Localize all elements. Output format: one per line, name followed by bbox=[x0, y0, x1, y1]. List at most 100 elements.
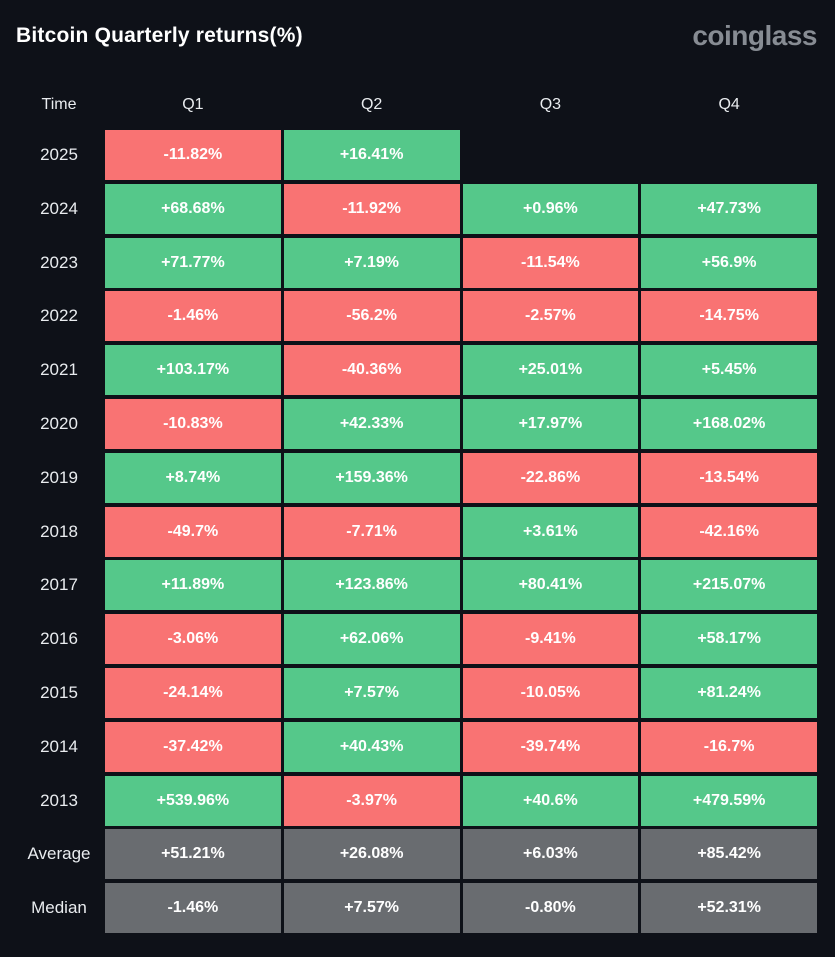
q4-cell: +168.02% bbox=[641, 398, 817, 449]
q2-cell: +123.86% bbox=[283, 560, 460, 611]
row-label: 2019 bbox=[40, 467, 78, 487]
row-label: 2018 bbox=[40, 521, 78, 541]
q1-cell: -11.82% bbox=[105, 130, 281, 180]
q1-cell: +8.74% bbox=[105, 452, 281, 503]
q2-cell: +42.33% bbox=[283, 398, 460, 449]
q4-cell: -42.16% bbox=[641, 506, 817, 557]
row-label: 2016 bbox=[40, 629, 78, 649]
q4-cell bbox=[641, 130, 817, 180]
q2-cell: +7.57% bbox=[283, 667, 460, 718]
table-row: 2020 -10.83% +42.33% +17.97% +168.02% bbox=[16, 398, 817, 449]
row-label: 2023 bbox=[40, 252, 78, 272]
q2-cell: -40.36% bbox=[283, 345, 460, 396]
q1-cell: -37.42% bbox=[105, 721, 281, 772]
q4-cell: -16.7% bbox=[641, 721, 817, 772]
q1-cell: +68.68% bbox=[105, 183, 281, 234]
table-body: 2025 -11.82% +16.41% 2024 +68.68% -11.92… bbox=[16, 130, 817, 934]
row-label: 2020 bbox=[40, 413, 78, 433]
column-header-q1: Q1 bbox=[182, 96, 204, 113]
q2-cell: -56.2% bbox=[283, 291, 460, 342]
q3-cell: -0.80% bbox=[462, 883, 639, 934]
q2-cell: -7.71% bbox=[283, 506, 460, 557]
q4-cell: +58.17% bbox=[641, 614, 817, 665]
q2-cell: +7.19% bbox=[283, 237, 460, 288]
table-row: 2016 -3.06% +62.06% -9.41% +58.17% bbox=[16, 614, 817, 665]
table-row: Median -1.46% +7.57% -0.80% +52.31% bbox=[16, 883, 817, 934]
q3-cell: -10.05% bbox=[462, 667, 639, 718]
table-row: Average +51.21% +26.08% +6.03% +85.42% bbox=[16, 829, 817, 880]
q4-cell: -14.75% bbox=[641, 291, 817, 342]
q1-cell: +103.17% bbox=[105, 345, 281, 396]
q1-cell: +539.96% bbox=[105, 775, 281, 826]
q4-cell: -13.54% bbox=[641, 452, 817, 503]
header: Bitcoin Quarterly returns(%) coinglass bbox=[16, 18, 817, 54]
q2-cell: +159.36% bbox=[283, 452, 460, 503]
q1-cell: +51.21% bbox=[105, 829, 281, 880]
table-row: 2019 +8.74% +159.36% -22.86% -13.54% bbox=[16, 452, 817, 503]
row-label: 2017 bbox=[40, 575, 78, 595]
row-label: 2021 bbox=[40, 360, 78, 380]
column-header-q3: Q3 bbox=[539, 96, 562, 113]
q4-cell: +47.73% bbox=[641, 183, 817, 234]
q1-cell: +11.89% bbox=[105, 560, 281, 611]
row-label: 2015 bbox=[40, 682, 78, 702]
q3-cell: -9.41% bbox=[462, 614, 639, 665]
table-row: 2017 +11.89% +123.86% +80.41% +215.07% bbox=[16, 560, 817, 611]
q4-cell: +85.42% bbox=[641, 829, 817, 880]
q4-cell: +81.24% bbox=[641, 667, 817, 718]
row-label: 2024 bbox=[40, 198, 78, 218]
q3-cell: +0.96% bbox=[462, 183, 639, 234]
table-header-row: Time Q1 Q2 Q3 Q4 bbox=[16, 80, 817, 130]
coinglass-logo: coinglass bbox=[692, 20, 817, 51]
q3-cell: +6.03% bbox=[462, 829, 639, 880]
q3-cell bbox=[463, 130, 639, 180]
q4-cell: +215.07% bbox=[641, 560, 817, 611]
row-label: 2013 bbox=[40, 790, 78, 810]
table-row: 2022 -1.46% -56.2% -2.57% -14.75% bbox=[16, 291, 817, 342]
q3-cell: +25.01% bbox=[462, 345, 639, 396]
q4-cell: +52.31% bbox=[641, 883, 817, 934]
q3-cell: +17.97% bbox=[462, 398, 639, 449]
q2-cell: +40.43% bbox=[283, 721, 460, 772]
table-row: 2024 +68.68% -11.92% +0.96% +47.73% bbox=[16, 183, 817, 234]
q1-cell: +71.77% bbox=[105, 237, 281, 288]
q1-cell: -49.7% bbox=[105, 506, 281, 557]
table-row: 2014 -37.42% +40.43% -39.74% -16.7% bbox=[16, 721, 817, 772]
column-header-q4: Q4 bbox=[718, 96, 740, 113]
q3-cell: +80.41% bbox=[462, 560, 639, 611]
q1-cell: -3.06% bbox=[105, 614, 281, 665]
q3-cell: -22.86% bbox=[462, 452, 639, 503]
row-label: Average bbox=[27, 844, 91, 864]
table-row: 2023 +71.77% +7.19% -11.54% +56.9% bbox=[16, 237, 817, 288]
row-label: 2022 bbox=[40, 306, 78, 326]
page-title: Bitcoin Quarterly returns(%) bbox=[16, 24, 303, 47]
q2-cell: +62.06% bbox=[283, 614, 460, 665]
q3-cell: -39.74% bbox=[462, 721, 639, 772]
table-row: 2025 -11.82% +16.41% bbox=[16, 130, 817, 180]
q1-cell: -24.14% bbox=[105, 667, 281, 718]
table-row: 2013 +539.96% -3.97% +40.6% +479.59% bbox=[16, 775, 817, 826]
row-label: 2014 bbox=[40, 736, 78, 756]
q3-cell: -2.57% bbox=[462, 291, 639, 342]
q1-cell: -1.46% bbox=[105, 291, 281, 342]
q2-cell: -3.97% bbox=[283, 775, 460, 826]
q3-cell: -11.54% bbox=[462, 237, 639, 288]
q2-cell: +7.57% bbox=[283, 883, 460, 934]
row-label: 2025 bbox=[40, 145, 78, 164]
q3-cell: +3.61% bbox=[462, 506, 639, 557]
row-label: Median bbox=[31, 898, 87, 918]
q1-cell: -1.46% bbox=[105, 883, 281, 934]
q1-cell: -10.83% bbox=[105, 398, 281, 449]
column-header-q2: Q2 bbox=[360, 96, 383, 113]
table-row: 2018 -49.7% -7.71% +3.61% -42.16% bbox=[16, 506, 817, 557]
q2-cell: +16.41% bbox=[283, 130, 460, 180]
column-header-time: Time bbox=[41, 96, 77, 113]
table-row: 2015 -24.14% +7.57% -10.05% +81.24% bbox=[16, 667, 817, 718]
table-row: 2021 +103.17% -40.36% +25.01% +5.45% bbox=[16, 345, 817, 396]
q4-cell: +479.59% bbox=[641, 775, 817, 826]
q4-cell: +56.9% bbox=[641, 237, 817, 288]
q2-cell: -11.92% bbox=[283, 183, 460, 234]
q4-cell: +5.45% bbox=[641, 345, 817, 396]
q3-cell: +40.6% bbox=[462, 775, 639, 826]
